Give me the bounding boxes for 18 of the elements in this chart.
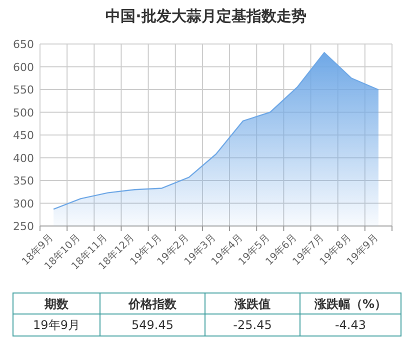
text: 涨跌值: [234, 297, 270, 311]
chart-title: 中国·批发大蒜月定基指数走势: [106, 7, 306, 25]
text: 549.45: [132, 318, 174, 332]
y-tick-label: 300: [13, 197, 34, 210]
text: 涨跌幅（%）: [313, 297, 387, 311]
y-tick-label: 250: [13, 220, 34, 233]
y-tick-label: 600: [13, 60, 34, 74]
text: 价格指数: [128, 297, 178, 311]
y-tick-label: 500: [13, 106, 34, 120]
y-tick-label: 400: [13, 152, 34, 165]
text: -4.43: [334, 318, 366, 332]
y-tick-label: 450: [13, 129, 34, 142]
text: 期数: [44, 297, 70, 311]
y-tick-label: 550: [13, 84, 34, 96]
y-tick-label: 650: [13, 38, 34, 51]
text: -25.45: [233, 318, 272, 332]
text: 19年9月: [33, 318, 80, 332]
y-tick-label: 350: [13, 174, 34, 188]
